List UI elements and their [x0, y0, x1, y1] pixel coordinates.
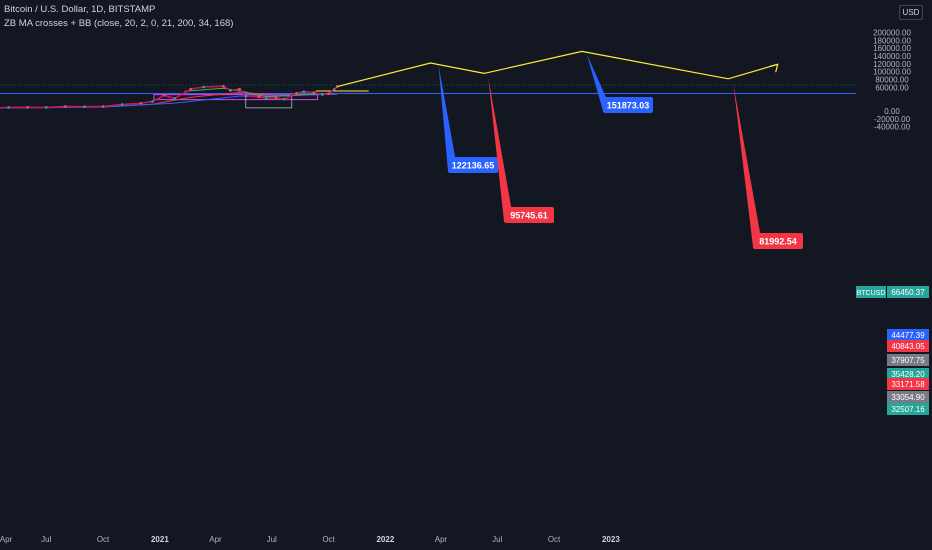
price-point [151, 100, 154, 103]
price-point [173, 97, 177, 100]
x-tick-label: 2021 [151, 535, 169, 544]
currency-button[interactable]: USD [899, 5, 923, 20]
price-label-box [887, 354, 929, 366]
price-point [274, 96, 278, 100]
price-label-box [887, 378, 929, 390]
label-pointer [438, 65, 458, 173]
y-tick-label: 0.00 [884, 107, 900, 116]
y-tick-label: 200000.00 [873, 29, 911, 38]
price-point [120, 103, 124, 106]
price-point [44, 106, 48, 109]
label-pointer [586, 54, 613, 113]
price-point [302, 90, 306, 94]
x-tick-label: Jul [267, 535, 277, 544]
y-tick-label: 60000.00 [875, 83, 909, 92]
price-point [312, 91, 316, 94]
x-tick-label: Jul [41, 535, 51, 544]
label-text: 95745.61 [510, 211, 548, 221]
projection-label: 81992.54 [733, 83, 803, 249]
price-point [332, 88, 336, 91]
projection-path [337, 50, 778, 88]
x-tick-label: Apr [209, 535, 222, 544]
support-zone [153, 94, 319, 101]
price-point [222, 84, 225, 88]
symbol-tag [856, 286, 886, 298]
price-point [83, 105, 86, 109]
price-label-text: 66450.37 [891, 288, 925, 297]
y-tick-label: 140000.00 [873, 52, 911, 61]
price-label-text: 37907.75 [891, 356, 925, 365]
price-label-text: 35428.20 [891, 370, 925, 379]
price-label-box [887, 391, 929, 403]
symbol-tag-text: BTCUSD [857, 290, 886, 297]
indicator-legend[interactable]: ZB MA crosses + BB (close, 20, 2, 0, 21,… [4, 18, 234, 29]
price-point [264, 97, 268, 100]
price-point [202, 85, 206, 89]
price-point [238, 87, 241, 91]
price-point [101, 105, 105, 108]
projection-arrowhead [769, 63, 779, 73]
price-point [244, 94, 248, 98]
price-point [282, 97, 286, 101]
label-box [504, 207, 554, 223]
y-tick-label: 180000.00 [873, 36, 911, 45]
label-pointer [733, 83, 763, 249]
label-text: 151873.03 [607, 101, 650, 111]
price-point [257, 95, 261, 99]
ma-green [184, 87, 323, 98]
label-box [448, 157, 498, 173]
label-pointer [488, 77, 514, 224]
price-point [26, 105, 29, 109]
price-point [139, 102, 143, 105]
price-point [321, 93, 324, 96]
price-label-box [887, 368, 929, 380]
y-tick-label: 80000.00 [875, 76, 909, 85]
price-line [0, 85, 338, 109]
label-box [603, 97, 653, 113]
price-point [64, 105, 67, 108]
x-tick-label: Apr [0, 535, 13, 544]
price-label-text: 32507.16 [891, 405, 925, 414]
price-point [162, 93, 166, 97]
x-tick-label: Oct [322, 535, 335, 544]
x-tick-label: Jul [492, 535, 502, 544]
price-label-text: 40843.05 [891, 342, 925, 351]
price-label-text: 33054.90 [891, 393, 925, 402]
price-point [295, 92, 298, 95]
projection-label: 151873.03 [586, 54, 653, 113]
symbol-title[interactable]: Bitcoin / U.S. Dollar, 1D, BITSTAMP [4, 4, 156, 15]
price-label-box [887, 403, 929, 415]
x-tick-label: Oct [97, 535, 110, 544]
price-label-text: 33171.58 [891, 380, 925, 389]
label-box [753, 233, 803, 249]
price-label-box [887, 340, 929, 352]
label-text: 81992.54 [759, 237, 797, 247]
price-point [327, 92, 330, 95]
price-point [229, 89, 232, 92]
y-tick-label: 100000.00 [873, 68, 911, 77]
y-tick-label: 120000.00 [873, 60, 911, 69]
y-tick-label: -20000.00 [874, 115, 911, 124]
price-point [189, 87, 193, 91]
price-point [7, 106, 10, 109]
x-tick-label: Oct [548, 535, 561, 544]
projection-label: 95745.61 [488, 77, 554, 224]
y-tick-label: -40000.00 [874, 123, 911, 132]
price-label-box [887, 329, 929, 341]
y-tick-label: 160000.00 [873, 44, 911, 53]
price-label-box [887, 286, 929, 298]
x-tick-label: 2022 [376, 535, 394, 544]
x-tick-label: Apr [435, 535, 448, 544]
label-text: 122136.65 [452, 161, 495, 171]
projection-label: 122136.65 [438, 65, 498, 173]
x-tick-label: 2023 [602, 535, 620, 544]
price-label-text: 44477.39 [891, 331, 925, 340]
